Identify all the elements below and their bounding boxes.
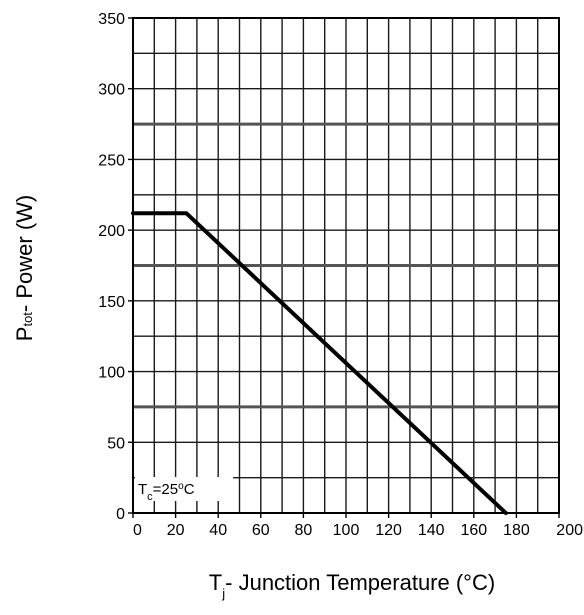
y-axis-title: Ptot- Power (W): [12, 195, 37, 341]
y-tick-label: 350: [98, 11, 125, 28]
x-axis-ticks: 0 20 40 60 80 100 120 140 160 180 200: [132, 513, 583, 539]
data-layer: [131, 211, 508, 515]
case-temperature-annotation: Tc=25oC: [138, 481, 195, 504]
y-tick-label: 200: [98, 223, 125, 240]
grid: [133, 18, 559, 513]
annotation-degree: o: [178, 481, 184, 492]
x-tick-label: 100: [333, 522, 360, 539]
y-tick-label: 150: [98, 294, 125, 311]
y-axis-ticks: 0 50 100 150 200 250 300 350: [98, 11, 133, 523]
x-axis-title: Tj- Junction Temperature (°C): [209, 570, 495, 601]
x-tick-label: 120: [375, 522, 402, 539]
y-axis-symbol: P: [12, 327, 37, 342]
x-tick-label: 40: [209, 522, 227, 539]
y-tick-label: 300: [98, 82, 125, 99]
x-tick-label: 180: [503, 522, 530, 539]
x-tick-label: 200: [556, 522, 583, 539]
series-line: [131, 211, 508, 515]
y-axis-text: - Power (W): [12, 195, 37, 312]
annotation-symbol: T: [138, 481, 147, 498]
annotation-unit: C: [184, 481, 195, 498]
y-tick-label: 100: [98, 365, 125, 382]
y-tick-label: 250: [98, 152, 125, 169]
x-tick-label: 60: [252, 522, 270, 539]
x-axis-subscript: j: [221, 586, 225, 601]
y-tick-label: 0: [116, 506, 125, 523]
annotation-background: [135, 477, 233, 501]
x-tick-label: 0: [133, 522, 142, 539]
annotation-subscript: c: [147, 491, 153, 503]
x-tick-label: 140: [418, 522, 445, 539]
x-tick-label: 80: [295, 522, 313, 539]
y-axis-subscript: tot: [20, 312, 35, 327]
x-axis-text: - Junction Temperature (°C): [225, 570, 495, 595]
x-axis-symbol: T: [209, 570, 222, 595]
x-tick-label: 160: [460, 522, 487, 539]
annotation-value: =25: [153, 481, 178, 498]
x-tick-label: 20: [167, 522, 185, 539]
y-tick-label: 50: [107, 435, 125, 452]
